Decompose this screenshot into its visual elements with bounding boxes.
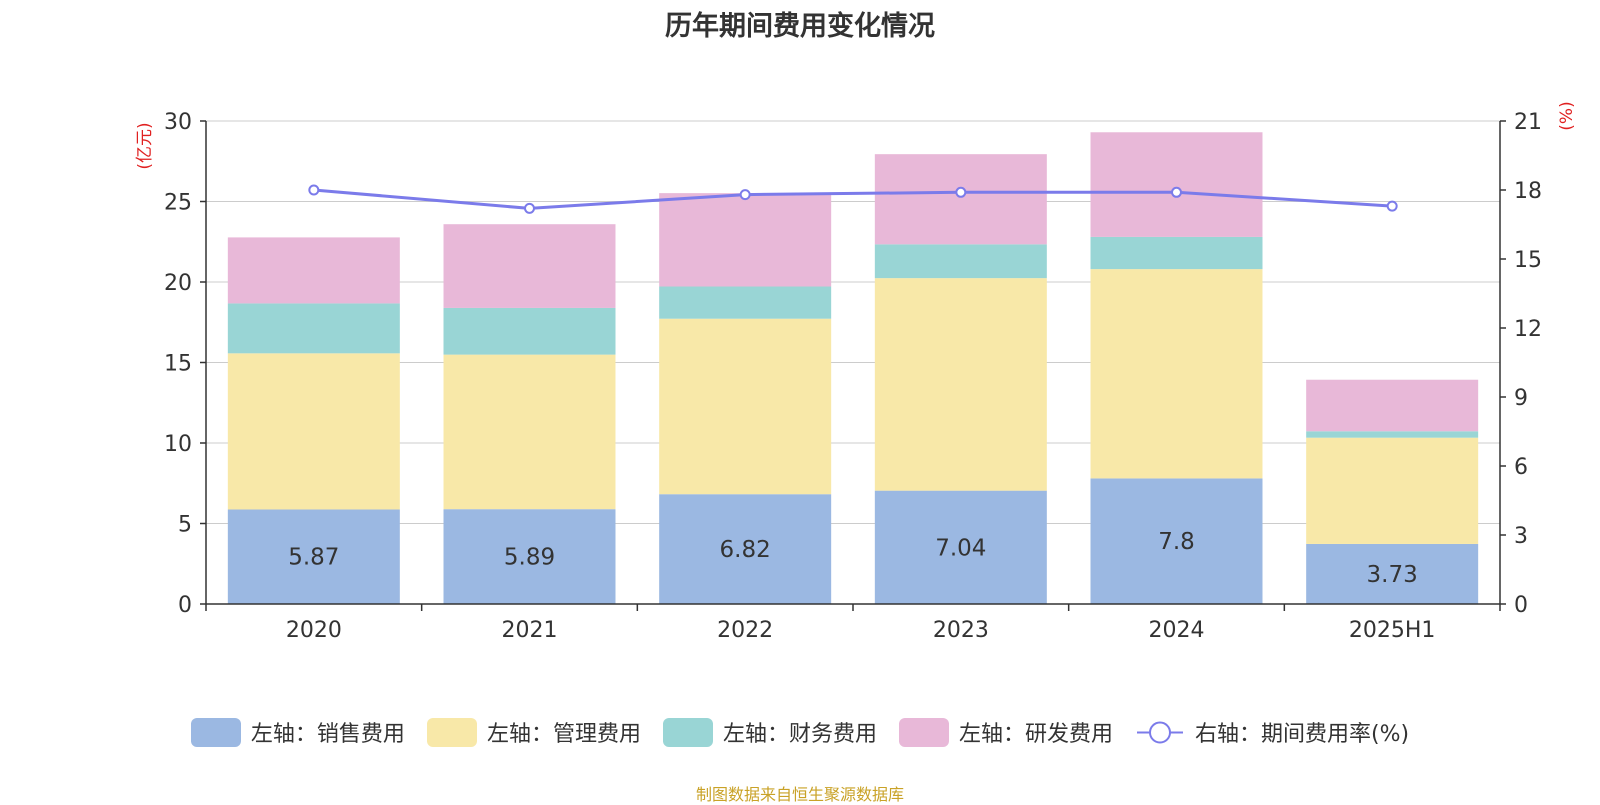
- bar: [659, 494, 832, 604]
- left-tick-label: 25: [164, 191, 192, 216]
- bar: [227, 237, 400, 304]
- legend-swatch: [662, 717, 713, 747]
- right-tick-label: 18: [1514, 179, 1542, 204]
- legend-label: 左轴：销售费用: [250, 722, 405, 747]
- data-label: 7.8: [1158, 529, 1195, 555]
- line-series: [308, 184, 1398, 214]
- legend-item[interactable]: 右轴：期间费用率(%): [1135, 716, 1409, 748]
- left-tick-label: 15: [164, 352, 192, 377]
- right-tick-label: 21: [1514, 110, 1542, 135]
- bar: [1306, 379, 1479, 432]
- legend-label: 右轴：期间费用率(%): [1194, 722, 1410, 747]
- bar: [227, 509, 400, 604]
- legend: 左轴：销售费用 左轴：管理费用 左轴：财务费用 左轴：研发费用 右轴：期间费用率(%): [0, 716, 1600, 748]
- line-point: [308, 184, 320, 196]
- axes: 0 5 10 15 20 25 30 0 3 6 9 12 15 18 21 2020 2021 2022 2023…: [135, 101, 1577, 643]
- bar: [227, 303, 400, 354]
- left-tick-label: 5: [178, 513, 192, 538]
- bar: [874, 278, 1047, 491]
- left-tick-label: 20: [164, 271, 192, 296]
- data-labels: 5.87 5.89 6.82 7.04 7.8 3.73: [288, 529, 1418, 588]
- x-tick-label: 2021: [502, 618, 558, 643]
- legend-item[interactable]: 左轴：财务费用: [662, 716, 877, 748]
- bar: [1090, 236, 1263, 270]
- bar: [659, 193, 832, 287]
- x-tick-label: 2024: [1149, 618, 1205, 643]
- left-tick-label: 10: [164, 432, 192, 457]
- legend-label: 左轴：研发费用: [958, 722, 1113, 747]
- x-tick-label: 2020: [286, 618, 342, 643]
- x-tick-label: 2025H1: [1349, 618, 1436, 643]
- bar: [443, 224, 616, 308]
- bar: [874, 154, 1047, 245]
- legend-label: 左轴：财务费用: [722, 722, 877, 747]
- legend-item[interactable]: 左轴：管理费用: [426, 716, 641, 748]
- line-point: [955, 186, 967, 198]
- grid-lines: [206, 120, 1500, 524]
- bar: [443, 509, 616, 604]
- left-tick-label: 0: [178, 593, 192, 618]
- bar: [659, 318, 832, 495]
- legend-item[interactable]: 左轴：销售费用: [190, 716, 405, 748]
- right-tick-label: 3: [1514, 524, 1528, 549]
- right-tick-label: 9: [1514, 386, 1528, 411]
- data-label: 6.82: [720, 537, 771, 563]
- data-label: 5.87: [288, 545, 339, 571]
- right-tick-label: 6: [1514, 455, 1528, 480]
- legend-item[interactable]: 左轴：研发费用: [898, 716, 1113, 748]
- line-point: [524, 202, 535, 214]
- bar-series: [227, 132, 1479, 604]
- series-line: [313, 188, 1393, 210]
- x-tick-label: 2023: [933, 618, 989, 643]
- left-axis-unit-label: (亿元): [135, 122, 155, 169]
- bar: [443, 354, 616, 510]
- bar: [874, 490, 1047, 604]
- legend-swatch: [190, 717, 241, 747]
- legend-line-marker: [1136, 721, 1183, 743]
- data-label: 5.89: [504, 545, 555, 571]
- source-note: 制图数据来自恒生聚源数据库: [695, 785, 904, 804]
- x-tick-label: 2022: [717, 618, 773, 643]
- right-tick-label: 0: [1514, 593, 1528, 618]
- bar: [443, 307, 616, 355]
- bar: [1090, 269, 1263, 479]
- line-point: [1171, 186, 1182, 198]
- right-tick-label: 15: [1514, 248, 1542, 273]
- left-tick-label: 30: [164, 110, 192, 135]
- bar: [1306, 431, 1479, 438]
- legend-swatch: [426, 717, 477, 747]
- legend-label: 左轴：管理费用: [486, 722, 641, 747]
- bar: [659, 286, 832, 319]
- line-point: [739, 189, 751, 201]
- legend-swatch: [898, 717, 949, 747]
- line-point: [1386, 200, 1398, 212]
- data-label: 7.04: [935, 535, 986, 561]
- bar: [227, 353, 400, 510]
- bar: [1090, 478, 1263, 604]
- chart-title: 历年期间费用变化情况: [665, 11, 935, 42]
- data-label: 3.73: [1367, 562, 1418, 588]
- bar: [1306, 543, 1479, 604]
- right-axis-unit-label: (%): [1557, 101, 1577, 130]
- bar: [1306, 437, 1479, 544]
- bar: [1090, 132, 1263, 237]
- right-tick-label: 12: [1514, 317, 1542, 342]
- bar: [874, 244, 1047, 279]
